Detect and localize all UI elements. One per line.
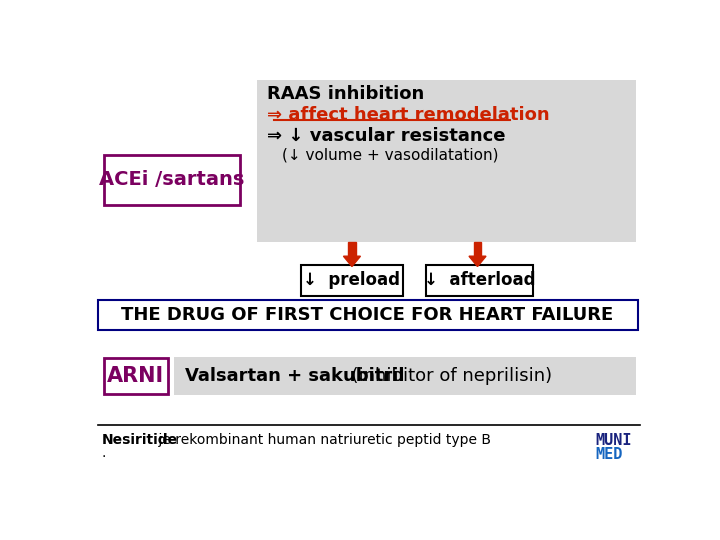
FancyBboxPatch shape (426, 265, 534, 296)
Text: THE DRUG OF FIRST CHOICE FOR HEART FAILURE: THE DRUG OF FIRST CHOICE FOR HEART FAILU… (122, 306, 613, 324)
Text: ⇒ affect heart remodelation: ⇒ affect heart remodelation (266, 106, 549, 124)
FancyBboxPatch shape (256, 80, 636, 242)
Text: je rekombinant human natriuretic peptid type B: je rekombinant human natriuretic peptid … (153, 433, 490, 447)
Text: ↓  preload: ↓ preload (303, 272, 400, 289)
Polygon shape (348, 242, 356, 256)
Text: MED: MED (595, 447, 623, 462)
Text: ACEi /sartans: ACEi /sartans (99, 170, 244, 189)
Text: ARNI: ARNI (107, 366, 164, 386)
FancyBboxPatch shape (98, 300, 638, 330)
Text: Nesiritide: Nesiritide (102, 433, 178, 447)
Text: Valsartan + sakubitril: Valsartan + sakubitril (184, 367, 404, 385)
FancyBboxPatch shape (104, 358, 168, 394)
Polygon shape (474, 242, 481, 256)
Text: RAAS inhibition: RAAS inhibition (266, 85, 424, 103)
Text: (↓ volume + vasodilatation): (↓ volume + vasodilatation) (282, 148, 499, 163)
Polygon shape (343, 256, 361, 267)
Text: ↓  afterload: ↓ afterload (424, 272, 536, 289)
Polygon shape (469, 256, 486, 267)
Text: ⇒ ↓ vascular resistance: ⇒ ↓ vascular resistance (266, 127, 505, 145)
Text: MUNI: MUNI (595, 433, 632, 448)
Text: .: . (102, 446, 106, 460)
FancyBboxPatch shape (301, 265, 403, 296)
FancyBboxPatch shape (104, 155, 240, 205)
Text: (inhibitor of neprilisin): (inhibitor of neprilisin) (340, 367, 552, 385)
FancyBboxPatch shape (174, 356, 636, 395)
